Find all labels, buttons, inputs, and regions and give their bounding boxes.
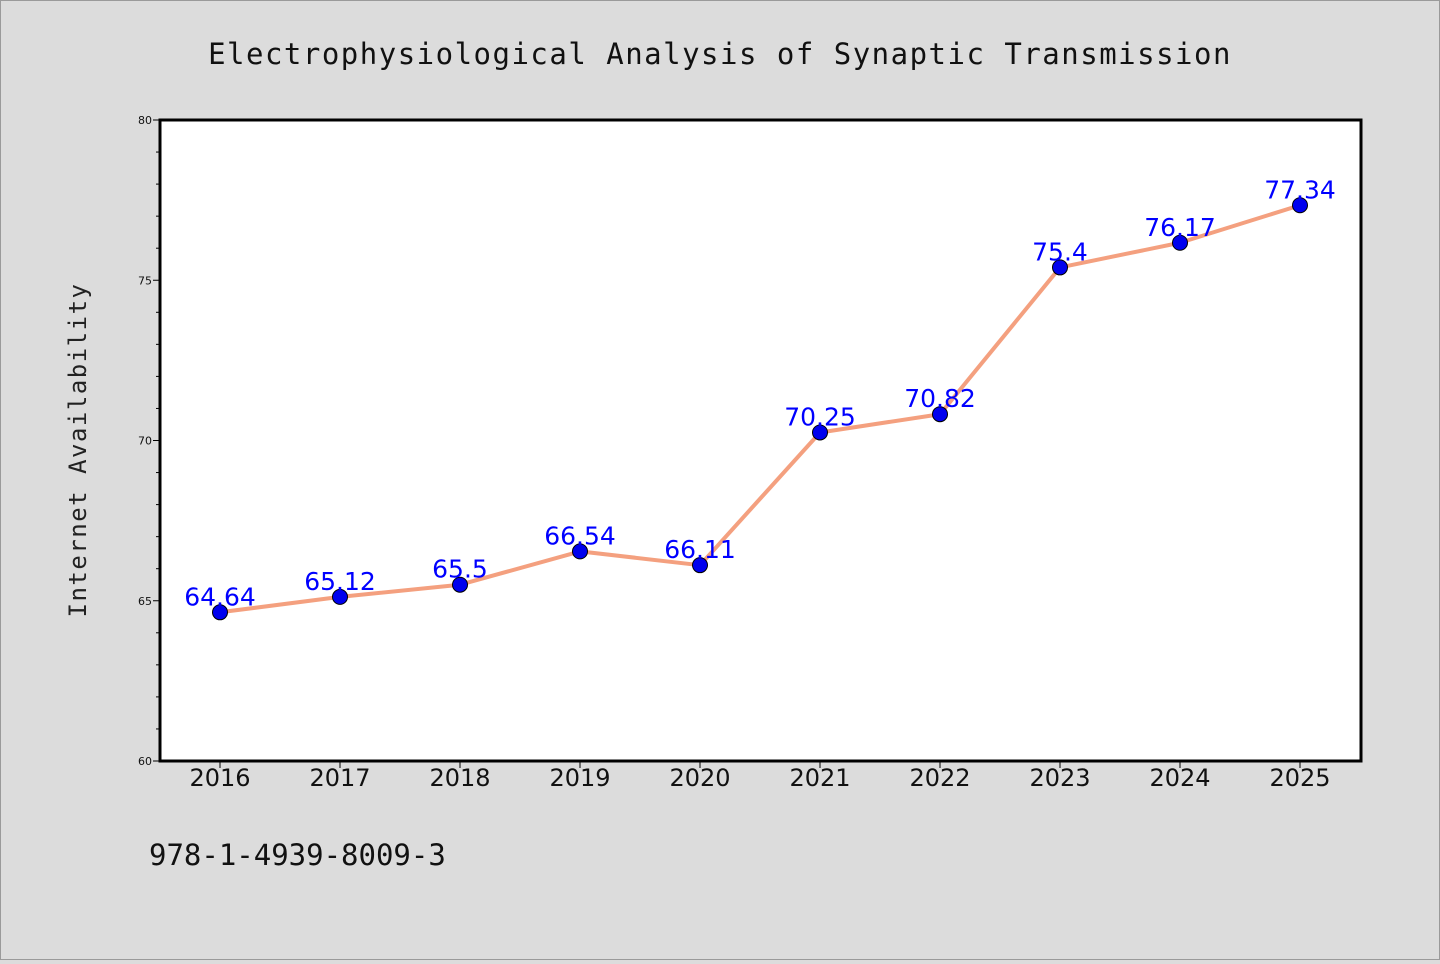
y-tick-label: 75	[138, 274, 152, 287]
data-point	[1052, 259, 1068, 276]
x-tick-label: 2016	[189, 764, 250, 792]
data-point	[212, 604, 228, 621]
data-point	[1172, 234, 1188, 251]
data-label: 76.17	[1144, 213, 1216, 242]
data-label: 77.34	[1264, 175, 1336, 204]
x-tick-label: 2022	[909, 764, 970, 792]
data-point	[332, 588, 348, 605]
x-tick-label: 2017	[309, 764, 370, 792]
data-label: 70.82	[904, 384, 976, 413]
y-tick-label: 70	[138, 435, 152, 448]
y-tick-label: 65	[138, 595, 152, 608]
x-tick-label: 2025	[1269, 764, 1330, 792]
x-tick-label: 2021	[789, 764, 850, 792]
data-label: 66.11	[664, 535, 736, 564]
chart-title: Electrophysiological Analysis of Synapti…	[208, 37, 1232, 71]
data-label: 66.54	[544, 521, 616, 550]
data-point	[572, 543, 588, 560]
x-tick-label: 2018	[429, 764, 490, 792]
x-tick-label: 2019	[549, 764, 610, 792]
x-axis: 2016 2017 2018 2019 2020 2021 2022 2023 2024 2025	[189, 761, 1331, 792]
data-point	[1292, 197, 1308, 214]
data-point	[812, 424, 828, 441]
data-label: 70.25	[784, 402, 856, 431]
data-label: 65.12	[304, 567, 376, 596]
x-tick-label: 2020	[669, 764, 730, 792]
y-axis-label: Internet Availability	[64, 283, 92, 618]
isbn-text: 978-1-4939-8009-3	[149, 838, 446, 872]
x-tick-label: 2024	[1149, 764, 1210, 792]
y-tick-label: 80	[138, 114, 152, 127]
data-label: 64.64	[184, 582, 256, 611]
series-line	[218, 203, 1302, 615]
x-tick-label: 2023	[1029, 764, 1090, 792]
y-tick-label: 60	[138, 755, 152, 768]
data-label: 75.4	[1032, 237, 1088, 266]
series-group: 64.64 65.12 65.5 66.54 66.11 70.25 70.82 75.4 76…	[184, 175, 1336, 621]
y-axis: 60 65 70 75 80	[138, 114, 160, 768]
data-label: 65.5	[432, 555, 488, 584]
data-point	[452, 576, 468, 593]
plot-area	[158, 118, 1363, 763]
data-point	[692, 557, 708, 574]
data-point	[932, 406, 948, 423]
